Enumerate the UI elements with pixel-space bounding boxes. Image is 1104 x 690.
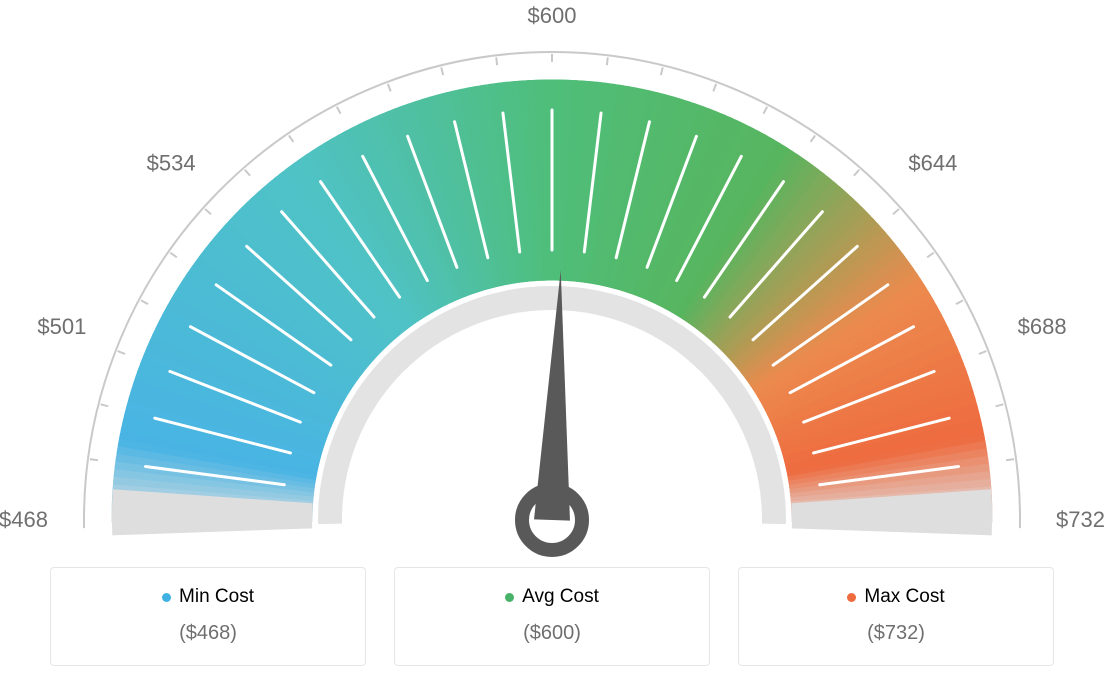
legend-card-min: Min Cost ($468) <box>50 567 366 666</box>
legend-row: Min Cost ($468) Avg Cost ($600) Max Cost… <box>50 567 1054 666</box>
svg-text:$468: $468 <box>0 507 48 532</box>
legend-title-max: Max Cost <box>847 586 944 608</box>
svg-text:$600: $600 <box>528 3 577 28</box>
gauge-svg: $468 $501 $534 $600 $644 $688 $732 <box>0 0 1104 560</box>
legend-card-max: Max Cost ($732) <box>738 567 1054 666</box>
dot-avg-icon <box>505 593 514 602</box>
legend-label-min: Min Cost <box>179 586 254 608</box>
svg-text:$688: $688 <box>1018 314 1067 339</box>
svg-text:$501: $501 <box>37 314 86 339</box>
legend-value-min: ($468) <box>61 622 355 645</box>
svg-text:$644: $644 <box>908 151 957 176</box>
legend-value-max: ($732) <box>749 622 1043 645</box>
legend-title-min: Min Cost <box>162 586 254 608</box>
cost-gauge: $468 $501 $534 $600 $644 $688 $732 <box>0 0 1104 560</box>
svg-text:$732: $732 <box>1056 507 1104 532</box>
dot-max-icon <box>847 593 856 602</box>
legend-label-max: Max Cost <box>864 586 944 608</box>
legend-label-avg: Avg Cost <box>522 586 599 608</box>
legend-card-avg: Avg Cost ($600) <box>394 567 710 666</box>
dot-min-icon <box>162 593 171 602</box>
legend-title-avg: Avg Cost <box>505 586 599 608</box>
legend-value-avg: ($600) <box>405 622 699 645</box>
svg-text:$534: $534 <box>147 151 196 176</box>
